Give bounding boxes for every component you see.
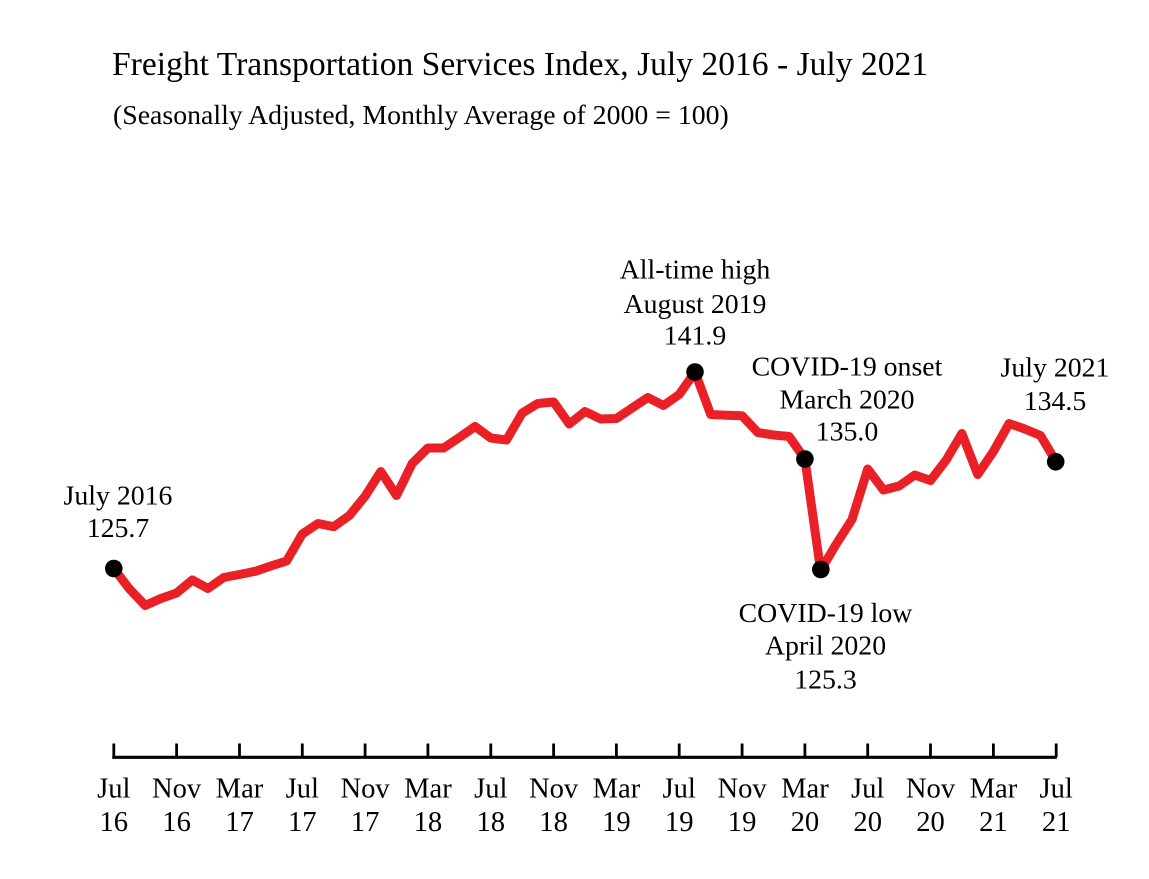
svg-text:April 2020: April 2020 [765, 631, 886, 662]
svg-text:125.7: 125.7 [87, 513, 150, 544]
svg-text:Jul: Jul [1040, 774, 1073, 805]
svg-text:20: 20 [916, 807, 945, 838]
svg-text:20: 20 [791, 807, 820, 838]
svg-text:21: 21 [979, 807, 1008, 838]
svg-text:Nov: Nov [152, 774, 202, 805]
svg-text:Mar: Mar [404, 774, 452, 805]
svg-text:March 2020: March 2020 [779, 384, 914, 415]
svg-text:125.3: 125.3 [794, 665, 857, 696]
svg-text:16: 16 [100, 807, 129, 838]
svg-text:135.0: 135.0 [816, 417, 879, 448]
svg-text:Mar: Mar [781, 774, 829, 805]
svg-text:COVID-19 onset: COVID-19 onset [752, 351, 943, 382]
svg-text:Freight Transportation Service: Freight Transportation Services Index, J… [112, 46, 928, 83]
svg-text:17: 17 [288, 807, 317, 838]
svg-text:19: 19 [602, 807, 631, 838]
svg-text:Mar: Mar [593, 774, 641, 805]
svg-text:(Seasonally Adjusted, Monthly: (Seasonally Adjusted, Monthly Average of… [113, 100, 729, 131]
svg-text:July 2021: July 2021 [1001, 353, 1110, 384]
svg-text:19: 19 [728, 807, 757, 838]
svg-text:134.5: 134.5 [1024, 386, 1087, 417]
svg-text:21: 21 [1042, 807, 1071, 838]
svg-text:Nov: Nov [340, 774, 390, 805]
svg-text:Nov: Nov [906, 774, 956, 805]
svg-text:18: 18 [477, 807, 506, 838]
svg-text:17: 17 [351, 807, 380, 838]
svg-text:Mar: Mar [216, 774, 264, 805]
svg-text:All-time high: All-time high [620, 254, 771, 285]
svg-text:Jul: Jul [851, 774, 884, 805]
svg-text:August 2019: August 2019 [624, 289, 767, 320]
svg-text:Mar: Mar [970, 774, 1018, 805]
svg-text:Nov: Nov [717, 774, 767, 805]
svg-text:COVID-19 low: COVID-19 low [739, 598, 913, 629]
svg-text:Nov: Nov [529, 774, 579, 805]
svg-text:19: 19 [665, 807, 694, 838]
svg-text:Jul: Jul [286, 774, 319, 805]
svg-text:Jul: Jul [474, 774, 507, 805]
svg-text:17: 17 [225, 807, 254, 838]
svg-text:Jul: Jul [663, 774, 696, 805]
svg-text:18: 18 [539, 807, 568, 838]
svg-text:Jul: Jul [97, 774, 130, 805]
svg-text:16: 16 [162, 807, 191, 838]
svg-text:141.9: 141.9 [664, 320, 727, 351]
svg-text:July 2016: July 2016 [64, 481, 173, 512]
svg-text:18: 18 [414, 807, 443, 838]
svg-text:20: 20 [853, 807, 882, 838]
